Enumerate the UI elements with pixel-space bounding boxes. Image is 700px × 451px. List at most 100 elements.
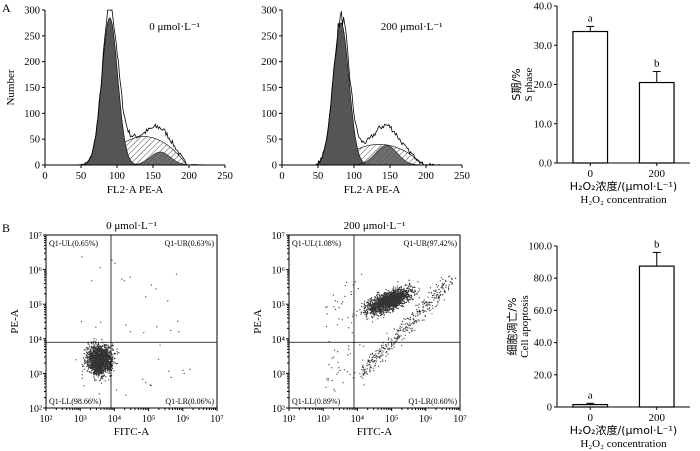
bar-chart-s-phase: 0.0 10.0 20.0 30.0 40.0 a 0 b 200H₂O₂浓度/(μmol·L⁻… (510, 2, 690, 206)
significance-letter: b (654, 58, 660, 70)
bar-chart-apoptosis: 0 20.0 40.0 60.0 80.0 100.0 a 0 b 200H₂O₂浓度/(μmol… (505, 238, 690, 450)
y-tick-label: 30.0 (534, 41, 552, 52)
x-tick-label: 0 (279, 171, 284, 182)
y-axis-label-cn: S期/% (510, 68, 523, 100)
x-tick-label: 200 (649, 412, 666, 424)
bar-0 (572, 403, 609, 408)
x-tick-label: 10² (40, 414, 53, 425)
significance-letter: b (654, 238, 660, 250)
y-axis-label-en: Cell apoptosis (519, 295, 531, 358)
quadrant-ll-label: Q1-LL(0.89%) (292, 397, 341, 406)
hist-title: 0 μmol·L⁻¹ (149, 21, 200, 33)
hist-title: 200 μmol·L⁻¹ (381, 21, 443, 33)
quadrant-ul-label: Q1-UL(1.08%) (292, 239, 341, 248)
y-tick-label: 80.0 (534, 274, 552, 285)
quadrant-lr-label: Q1-LR(0.06%) (165, 397, 214, 406)
y-tick-label: 40.0 (534, 2, 552, 13)
x-tick-label: 10⁴ (108, 414, 122, 425)
histogram-0: 0 50 100 150 200 250 0 50 100 150 200 250 300 FL2·A P… (5, 6, 233, 197)
y-tick-label: 10⁴ (272, 335, 286, 346)
y-tick-label: 100 (24, 109, 40, 120)
y-tick-label: 150 (24, 83, 40, 94)
x-tick-label: 200 (418, 171, 434, 182)
x-tick-label: 250 (454, 171, 470, 182)
bar-200 (638, 265, 675, 408)
y-tick-label: 200 (24, 57, 40, 68)
x-tick-label: 0 (588, 412, 594, 424)
x-axis-label: FL2·A PE-A (107, 184, 164, 196)
x-tick-label: 10⁵ (142, 414, 156, 425)
y-axis-label: PE-A (9, 309, 21, 334)
x-tick-label: 10⁶ (419, 414, 433, 425)
hist-axes (281, 10, 462, 166)
x-tick-label: 150 (145, 171, 161, 182)
x-tick-label: 50 (313, 171, 324, 182)
x-axis-label-cn: H₂O₂浓度/(μmol·L⁻¹) (570, 423, 677, 437)
y-tick-label: 0.0 (539, 159, 552, 170)
x-tick-label: 0 (588, 168, 594, 180)
x-axis-label-cn: H₂O₂浓度/(μmol·L⁻¹) (570, 179, 677, 193)
scatter-events (325, 273, 457, 392)
x-axis-label: FITC-A (114, 426, 150, 438)
y-tick-label: 250 (261, 31, 277, 42)
x-tick-label: 200 (181, 171, 197, 182)
y-tick-label: 60.0 (534, 306, 552, 317)
y-tick-label: 10³ (29, 369, 42, 380)
y-tick-label: 250 (24, 31, 40, 42)
x-tick-label: 0 (42, 171, 47, 182)
y-tick-label: 200 (261, 57, 277, 68)
y-tick-label: 100 (261, 109, 277, 120)
y-tick-label: 10⁵ (272, 300, 286, 311)
quadrant-ll-label: Q1-LL(98.66%) (49, 397, 102, 406)
y-tick-label: 10⁶ (29, 266, 43, 277)
y-tick-label: 300 (261, 6, 277, 17)
y-axis-label-en: S phase (523, 67, 535, 101)
y-tick-label: 50 (267, 135, 278, 146)
scatter-title: 0 μmol·L⁻¹ (106, 220, 157, 232)
quadrant-ur-label: Q1-UR(0.63%) (164, 239, 214, 248)
panel-label-a: A (2, 1, 11, 15)
x-tick-label: 150 (382, 171, 398, 182)
y-tick-label: 20.0 (534, 80, 552, 91)
significance-letter: a (588, 389, 593, 401)
hist-raw-outline (314, 11, 440, 166)
y-tick-label: 150 (261, 83, 277, 94)
x-tick-label: 250 (217, 171, 233, 182)
y-tick-label: 10³ (272, 369, 285, 380)
y-tick-label: 10⁶ (272, 266, 286, 277)
y-tick-label: 0 (35, 161, 40, 172)
y-tick-label: 10⁷ (29, 231, 43, 242)
y-tick-label: 20.0 (534, 370, 552, 381)
x-tick-label: 10⁴ (351, 414, 365, 425)
hist-g1-peak (80, 17, 139, 166)
y-tick-label: 10² (29, 404, 42, 415)
bar-200 (638, 81, 675, 164)
x-tick-label: 200 (649, 168, 666, 180)
x-tick-label: 10⁵ (385, 414, 399, 425)
x-tick-label: 10³ (317, 414, 330, 425)
quadrant-ur-label: Q1-UR(97.42%) (403, 239, 457, 248)
histogram-200: 0 50 100 150 200 250 0 50 100 150 200 250 300 FL2·A P… (261, 6, 470, 197)
y-tick-label: 0 (272, 161, 277, 172)
x-tick-label: 10⁶ (176, 414, 190, 425)
panel-label-b: B (2, 221, 10, 235)
y-tick-label: 10.0 (534, 119, 552, 130)
x-tick-label: 10³ (74, 414, 87, 425)
scatter-frame (288, 234, 461, 409)
scatter-title: 200 μmol·L⁻¹ (344, 220, 406, 232)
y-tick-label: 100.0 (528, 242, 552, 253)
y-axis-label-cn: 细胞凋亡/% (505, 297, 519, 355)
x-tick-label: 100 (346, 171, 362, 182)
x-axis-label-en: H₂O₂ concentration (580, 438, 667, 450)
scatter-frame (45, 234, 218, 409)
x-tick-label: 10⁷ (210, 414, 224, 425)
y-tick-label: 40.0 (534, 338, 552, 349)
x-tick-label: 100 (109, 171, 125, 182)
y-tick-label: 50 (30, 135, 41, 146)
x-axis-label: FITC-A (357, 426, 393, 438)
quadrant-ul-label: Q1-UL(0.65%) (49, 239, 98, 248)
bar-0 (572, 30, 609, 164)
